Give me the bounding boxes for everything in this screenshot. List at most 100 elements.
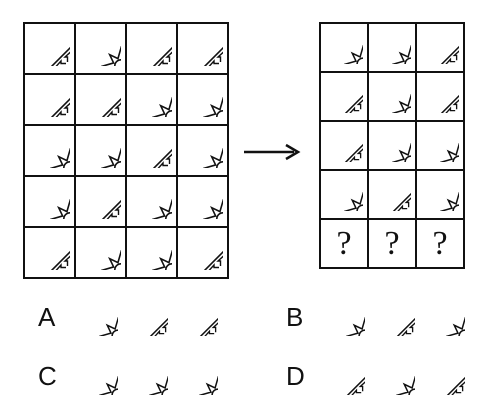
diamond-arrows-figure-icon (373, 173, 411, 211)
left-grid-row (23, 22, 228, 74)
diamond-arrows-figure-icon (30, 230, 70, 270)
diamond-arrows-figure-icon (81, 77, 121, 117)
diamond-arrows-figure-icon (180, 298, 218, 336)
star-figure-icon (421, 124, 459, 162)
diamond-arrows-figure-icon (132, 26, 172, 66)
diamond-arrows-figure-icon (132, 128, 172, 168)
left-grid-cell (74, 226, 126, 278)
diamond-arrows-figure-icon (377, 298, 415, 336)
right-grid-row: ??? (319, 218, 465, 269)
star-figure-icon (325, 26, 363, 64)
star-figure-icon (132, 77, 172, 117)
star-figure-icon (373, 75, 411, 113)
diamond-arrows-figure-icon (327, 357, 365, 395)
diamond-arrows-figure-icon (30, 77, 70, 117)
left-grid-cell (176, 73, 228, 125)
right-grid-cell (319, 22, 368, 72)
right-grid-row (319, 120, 464, 170)
star-figure-icon (183, 77, 223, 117)
star-figure-icon (183, 128, 223, 168)
right-grid-cell (367, 71, 416, 121)
left-grid-cell (74, 124, 126, 176)
diamond-arrows-figure-icon (81, 179, 121, 219)
option-d-letter: D (286, 361, 305, 391)
option-b-letter: B (286, 302, 304, 332)
star-figure-icon (427, 298, 465, 336)
diamond-arrows-figure-icon (427, 357, 465, 395)
right-grid-cell (319, 169, 368, 219)
right-grid-cell (415, 169, 464, 219)
left-grid-cell (23, 22, 75, 74)
right-grid-cell (367, 169, 416, 219)
right-grid-row (319, 71, 464, 121)
question-mark: ? (336, 224, 352, 262)
diamond-arrows-figure-icon (421, 26, 459, 64)
left-grid-row (23, 226, 228, 278)
right-grid-cell (367, 22, 416, 72)
star-figure-icon (183, 179, 223, 219)
diamond-arrows-figure-icon (325, 75, 363, 113)
question-mark: ? (384, 224, 400, 262)
option-c-letter: C (38, 361, 57, 391)
star-figure-icon (327, 298, 365, 336)
left-grid-cell (125, 73, 177, 125)
option-a-icons[interactable] (80, 298, 218, 336)
option-c-icons[interactable] (80, 357, 218, 395)
right-grid-cell (415, 22, 464, 72)
right-grid-row (319, 22, 464, 72)
star-figure-icon (130, 357, 168, 395)
left-grid-cell (176, 175, 228, 227)
star-figure-icon (421, 173, 459, 211)
diamond-arrows-figure-icon (130, 298, 168, 336)
diamond-arrows-figure-icon (30, 26, 70, 66)
left-grid-cell (125, 22, 177, 74)
option-b-icons[interactable] (327, 298, 465, 336)
star-figure-icon (377, 357, 415, 395)
star-figure-icon (80, 298, 118, 336)
star-figure-icon (81, 128, 121, 168)
left-grid-cell (125, 175, 177, 227)
left-grid-cell (74, 22, 126, 74)
right-grid-cell: ? (367, 218, 417, 269)
left-grid-cell (23, 175, 75, 227)
right-grid-cell (319, 120, 368, 170)
right-grid-cell (367, 120, 416, 170)
left-figure-grid (23, 22, 229, 279)
right-figure-grid: ??? (319, 22, 465, 269)
arrow-right-icon (244, 143, 301, 161)
left-grid-cell (176, 226, 228, 278)
left-grid-cell (23, 124, 75, 176)
diamond-arrows-figure-icon (325, 124, 363, 162)
option-a-letter: A (38, 302, 56, 332)
diamond-arrows-figure-icon (183, 230, 223, 270)
left-grid-row (23, 124, 228, 176)
left-grid-cell (74, 175, 126, 227)
option-d-icons[interactable] (327, 357, 465, 395)
left-grid-row (23, 73, 228, 125)
diamond-arrows-figure-icon (183, 26, 223, 66)
right-grid-row (319, 169, 464, 219)
star-figure-icon (373, 124, 411, 162)
star-figure-icon (132, 179, 172, 219)
star-figure-icon (180, 357, 218, 395)
question-mark: ? (432, 224, 448, 262)
left-grid-cell (125, 124, 177, 176)
right-grid-cell (415, 120, 464, 170)
star-figure-icon (373, 26, 411, 64)
star-figure-icon (30, 179, 70, 219)
star-figure-icon (81, 26, 121, 66)
left-grid-cell (74, 73, 126, 125)
left-grid-cell (176, 22, 228, 74)
star-figure-icon (132, 230, 172, 270)
diamond-arrows-figure-icon (421, 75, 459, 113)
left-grid-cell (23, 226, 75, 278)
right-grid-cell: ? (415, 218, 465, 269)
left-grid-cell (176, 124, 228, 176)
right-grid-cell (415, 71, 464, 121)
star-figure-icon (80, 357, 118, 395)
left-grid-cell (125, 226, 177, 278)
star-figure-icon (81, 230, 121, 270)
left-grid-row (23, 175, 228, 227)
star-figure-icon (325, 173, 363, 211)
star-figure-icon (30, 128, 70, 168)
